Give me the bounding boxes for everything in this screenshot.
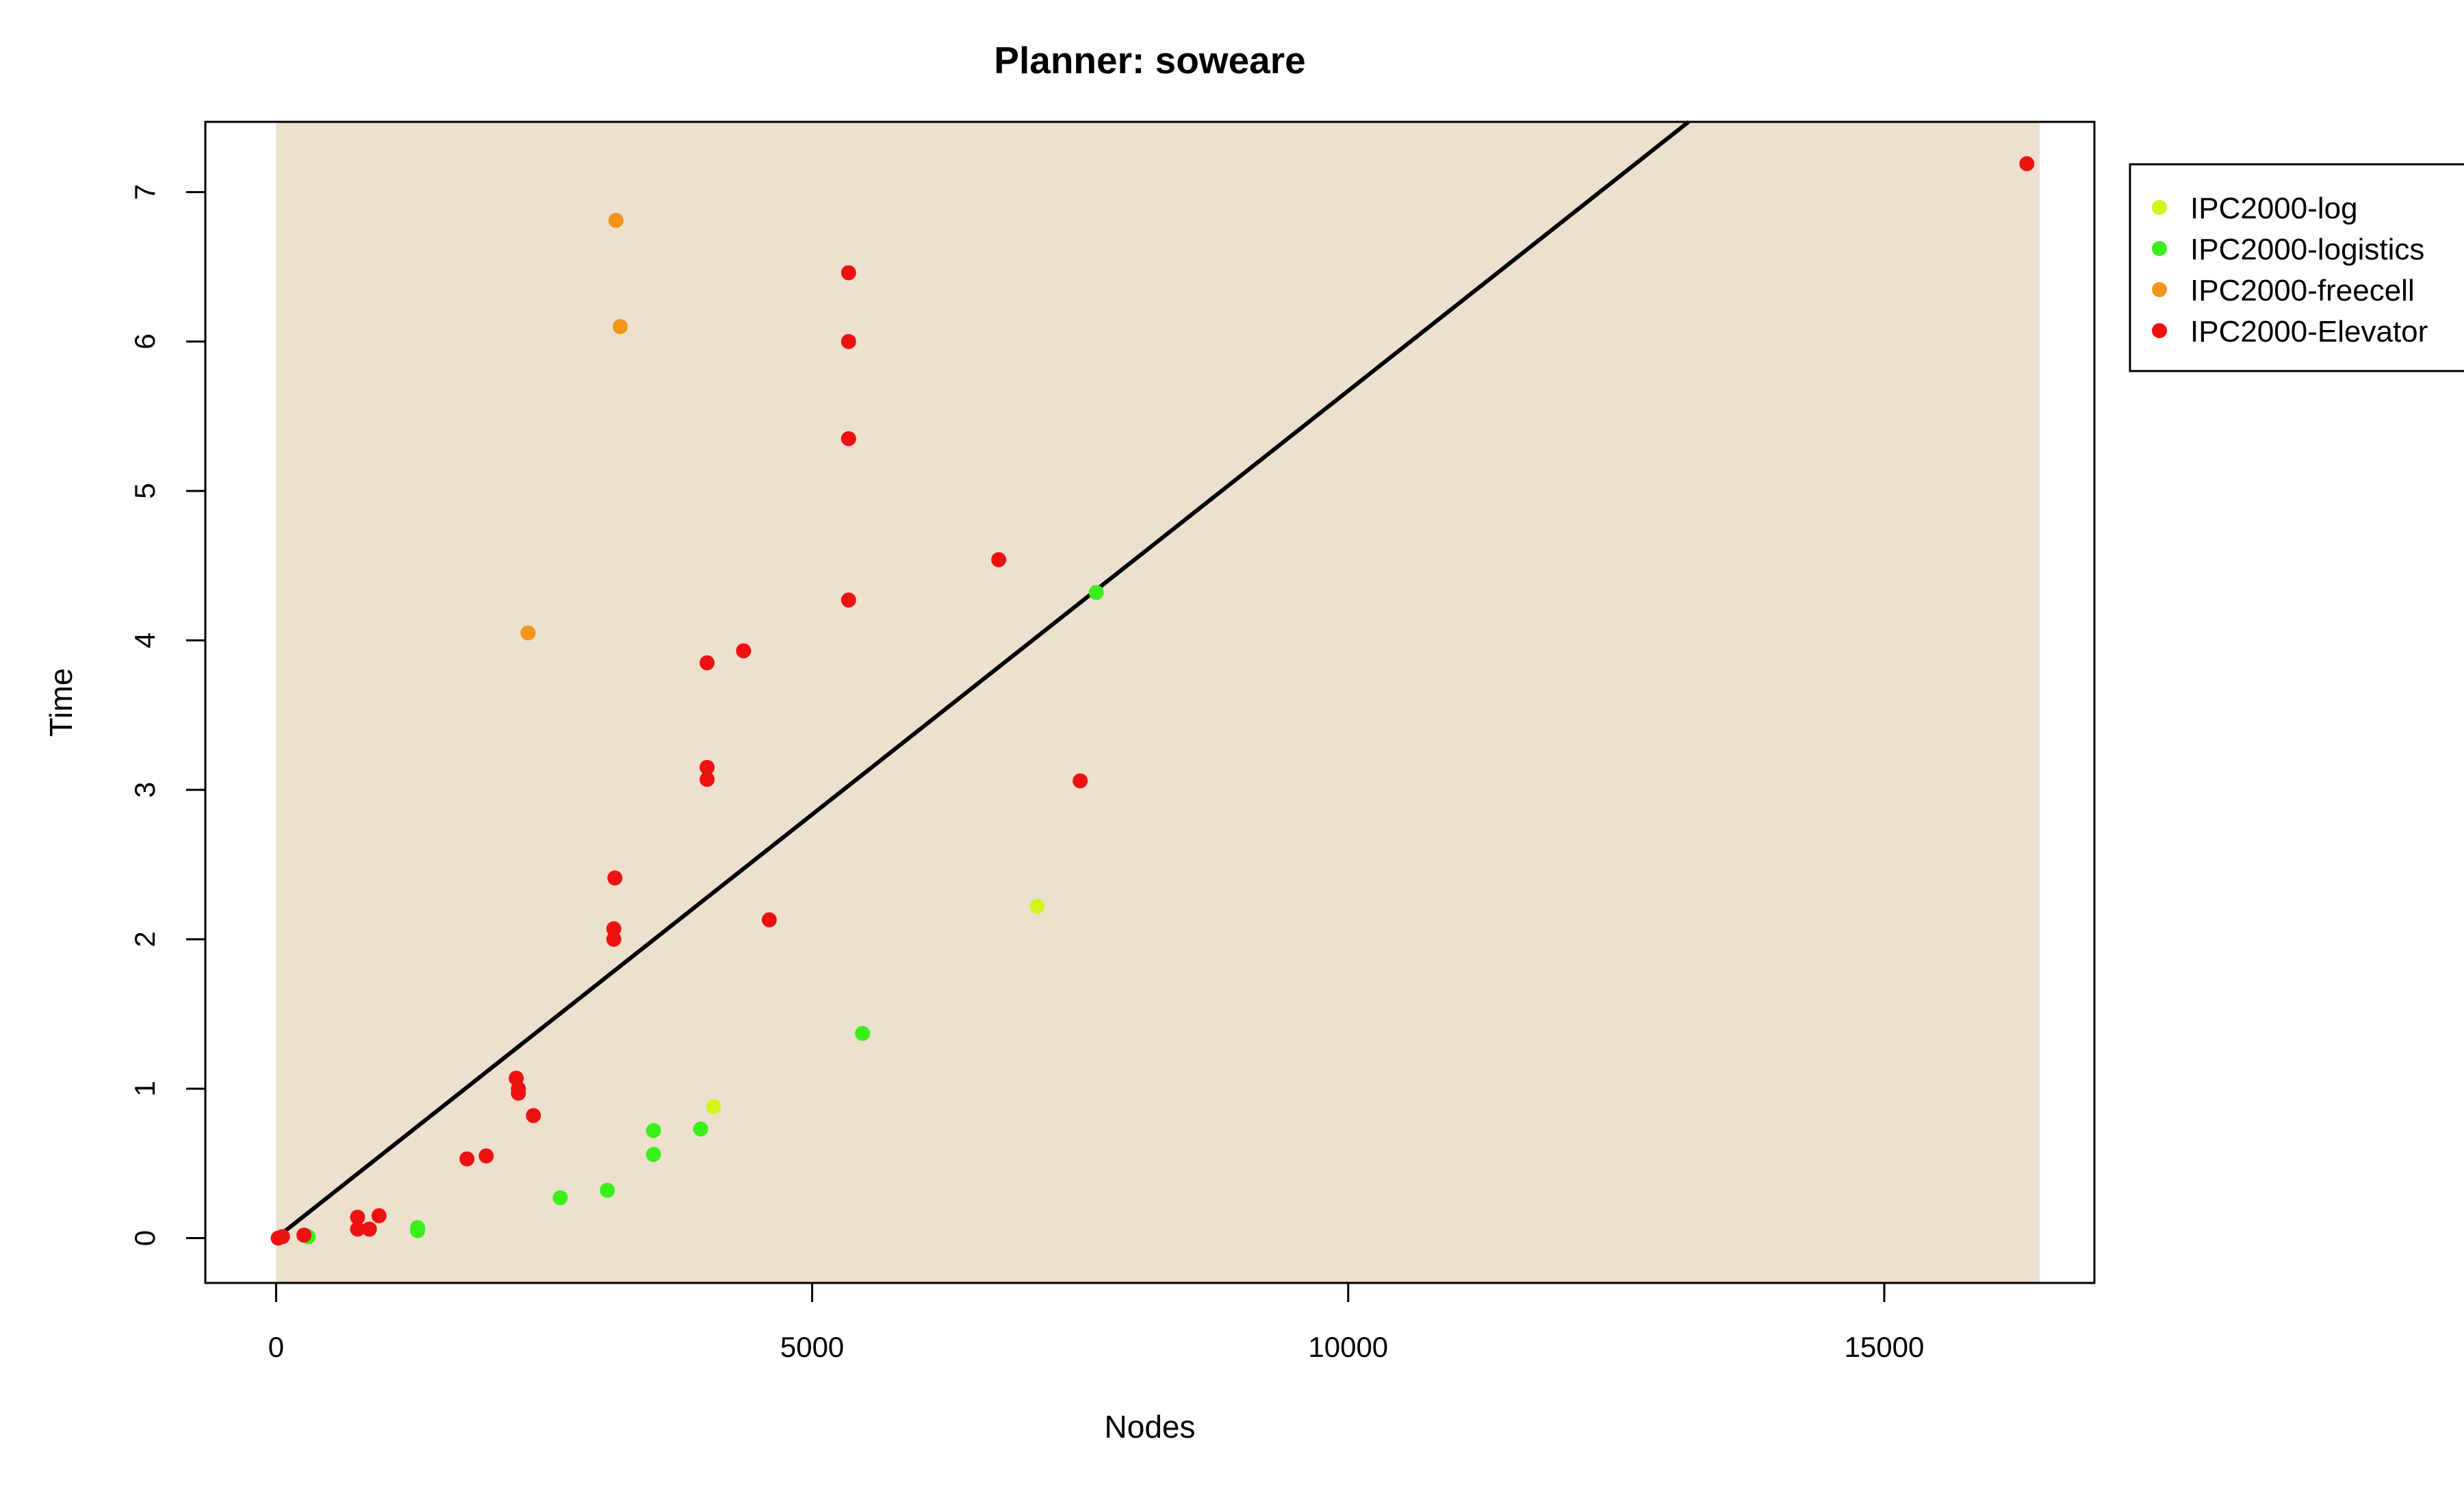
x-axis-label: Nodes bbox=[1105, 1409, 1196, 1445]
y-tick-label: 2 bbox=[129, 931, 161, 947]
x-axis: 0 5000 10000 15000 bbox=[268, 1282, 1925, 1363]
data-point-3-13 bbox=[606, 931, 621, 947]
data-point-3-1 bbox=[274, 1229, 290, 1245]
chart-title: Planner: soweare bbox=[994, 39, 1305, 81]
y-tick-label: 6 bbox=[129, 333, 161, 349]
data-point-1-5 bbox=[645, 1147, 661, 1162]
legend-label-2: IPC2000-freecell bbox=[2190, 274, 2415, 307]
data-point-3-19 bbox=[736, 643, 752, 659]
x-tick-label: 10000 bbox=[1308, 1331, 1388, 1363]
data-point-3-27 bbox=[2019, 156, 2035, 172]
y-tick-label: 3 bbox=[129, 782, 161, 798]
data-point-0-1 bbox=[1029, 898, 1045, 914]
data-point-3-22 bbox=[840, 431, 856, 446]
data-point-3-21 bbox=[840, 592, 856, 608]
data-point-1-3 bbox=[552, 1190, 568, 1206]
legend-label-0: IPC2000-log bbox=[2190, 192, 2358, 225]
data-point-3-7 bbox=[459, 1151, 475, 1167]
data-point-3-16 bbox=[700, 772, 715, 787]
data-point-3-12 bbox=[526, 1108, 541, 1123]
legend-marker-0 bbox=[2152, 200, 2167, 215]
data-point-3-23 bbox=[840, 333, 856, 349]
data-point-3-18 bbox=[700, 655, 715, 671]
data-point-1-2 bbox=[410, 1220, 426, 1236]
legend-marker-2 bbox=[2152, 282, 2167, 297]
data-point-3-25 bbox=[991, 552, 1007, 568]
y-tick-label: 7 bbox=[129, 184, 161, 200]
data-point-0-0 bbox=[706, 1099, 721, 1115]
data-point-1-4 bbox=[600, 1182, 615, 1198]
data-point-3-26 bbox=[1073, 773, 1088, 789]
data-point-3-24 bbox=[840, 265, 856, 281]
y-tick-label: 0 bbox=[129, 1230, 161, 1246]
data-point-1-8 bbox=[855, 1026, 871, 1041]
regression-line bbox=[274, 120, 1690, 1240]
data-point-3-5 bbox=[361, 1221, 377, 1237]
data-point-2-1 bbox=[608, 213, 624, 229]
data-point-3-17 bbox=[700, 759, 715, 775]
data-point-3-11 bbox=[511, 1081, 526, 1097]
legend-label-1: IPC2000-logistics bbox=[2190, 233, 2424, 266]
data-point-3-14 bbox=[606, 921, 621, 937]
y-tick-label: 4 bbox=[129, 633, 161, 648]
legend-box bbox=[2129, 163, 2464, 372]
data-point-3-2 bbox=[296, 1227, 312, 1243]
data-point-2-2 bbox=[613, 319, 628, 335]
data-point-2-0 bbox=[520, 625, 536, 641]
x-tick-label: 5000 bbox=[780, 1331, 844, 1363]
y-axis: 0 1 2 3 4 5 6 7 bbox=[129, 184, 207, 1246]
data-point-3-3 bbox=[350, 1221, 365, 1237]
background-region bbox=[276, 122, 2040, 1283]
x-tick-label: 0 bbox=[268, 1331, 284, 1363]
y-tick-label: 1 bbox=[129, 1081, 161, 1097]
y-tick-label: 5 bbox=[129, 483, 161, 498]
legend-items: IPC2000-log IPC2000-logistics IPC2000-free… bbox=[2152, 192, 2428, 348]
legend-label-3: IPC2000-Elevator bbox=[2190, 315, 2428, 348]
data-point-3-8 bbox=[478, 1148, 494, 1164]
data-points bbox=[270, 156, 2035, 1246]
legend-marker-1 bbox=[2152, 241, 2167, 256]
plot-area bbox=[204, 120, 2096, 1284]
y-axis-label: Time bbox=[43, 668, 79, 737]
data-point-3-20 bbox=[761, 912, 777, 928]
data-point-3-4 bbox=[350, 1209, 365, 1225]
data-point-1-9 bbox=[1088, 585, 1104, 600]
data-point-3-6 bbox=[371, 1208, 387, 1223]
data-point-3-15 bbox=[607, 870, 623, 886]
x-tick-label: 15000 bbox=[1845, 1331, 1925, 1363]
data-point-1-7 bbox=[693, 1121, 708, 1137]
data-point-1-6 bbox=[645, 1123, 661, 1138]
legend-marker-3 bbox=[2152, 323, 2167, 338]
legend: IPC2000-log IPC2000-logistics IPC2000-free… bbox=[2129, 163, 2464, 372]
